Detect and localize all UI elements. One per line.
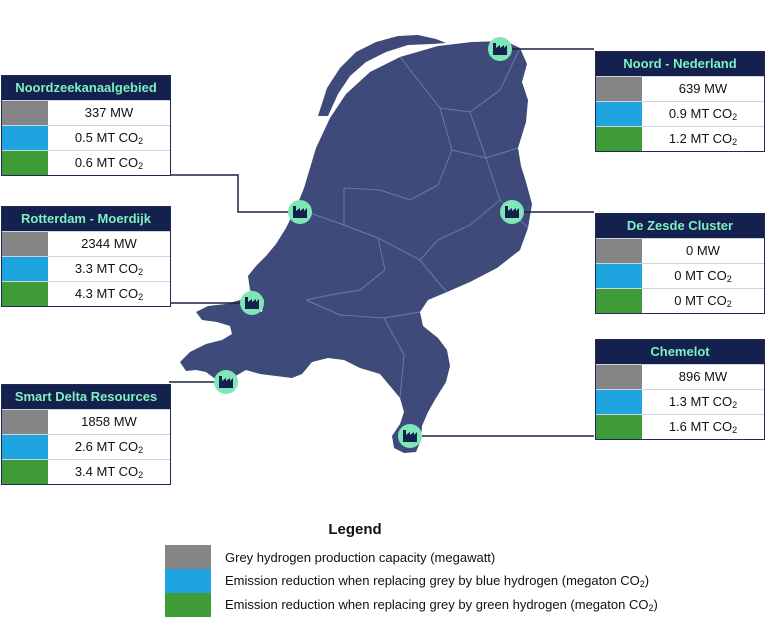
blue-swatch [596,102,642,126]
blue-swatch [2,435,48,459]
grey-capacity-value: 2344 MW [81,236,137,251]
green-reduction-value: 3.4 MT CO2 [74,464,144,480]
factory-icon [288,200,312,224]
cluster-box-chemelot: Chemelot 896 MW 1.3 MT CO2 1.6 MT CO2 [595,339,765,440]
cluster-title: Chemelot [596,340,764,364]
legend-item-green: Emission reduction when replacing grey b… [165,593,658,617]
legend-title: Legend [328,521,382,538]
grey-swatch [596,77,642,101]
wadden-islands [318,35,446,116]
green-swatch [596,289,642,313]
cluster-title: De Zesde Cluster [596,214,764,238]
green-reduction-value: 1.2 MT CO2 [668,131,738,147]
grey-capacity-value: 896 MW [678,369,728,384]
factory-icon [500,200,524,224]
factory-icon [398,424,422,448]
blue-reduction-value: 2.6 MT CO2 [74,439,144,455]
green-swatch [2,151,48,175]
blue-reduction-value: 0 MT CO2 [674,268,732,284]
grey-swatch [596,365,642,389]
green-reduction-value: 0.6 MT CO2 [74,155,144,171]
grey-swatch [596,239,642,263]
grey-capacity-value: 1858 MW [81,414,137,429]
grey-swatch [2,232,48,256]
grey-capacity-value: 639 MW [678,81,728,96]
connector-lines [169,48,594,437]
blue-reduction-value: 1.3 MT CO2 [668,394,738,410]
blue-swatch [2,126,48,150]
cluster-box-noord-nederland: Noord - Nederland 639 MW 0.9 MT CO2 1.2 … [595,51,765,152]
blue-swatch [596,264,642,288]
legend-label-grey: Grey hydrogen production capacity (megaw… [225,549,496,565]
blue-swatch [2,257,48,281]
green-swatch [2,282,48,306]
factory-icon [488,37,512,61]
blue-reduction-value: 3.3 MT CO2 [74,261,144,277]
cluster-title: Smart Delta Resources [2,385,170,409]
cluster-box-smart-delta-resources: Smart Delta Resources 1858 MW 2.6 MT CO2… [1,384,171,485]
green-reduction-value: 4.3 MT CO2 [74,286,144,302]
green-reduction-value: 1.6 MT CO2 [668,419,738,435]
legend-label-green: Emission reduction when replacing grey b… [225,597,658,613]
netherlands-mainland [180,41,532,453]
cluster-box-rotterdam-moerdijk: Rotterdam - Moerdijk 2344 MW 3.3 MT CO2 … [1,206,171,307]
factory-icon [214,370,238,394]
legend-label-blue: Emission reduction when replacing grey b… [225,573,650,589]
legend-item-blue: Emission reduction when replacing grey b… [165,569,649,593]
grey-swatch [2,410,48,434]
green-swatch [2,460,48,484]
grey-capacity-value: 0 MW [686,243,720,258]
cluster-box-de-zesde-cluster: De Zesde Cluster 0 MW 0 MT CO2 0 MT CO2 [595,213,765,314]
blue-swatch [596,390,642,414]
cluster-title: Noordzeekanaalgebied [2,76,170,100]
blue-reduction-value: 0.5 MT CO2 [74,130,144,146]
cluster-title: Noord - Nederland [596,52,764,76]
grey-swatch [165,545,211,569]
blue-reduction-value: 0.9 MT CO2 [668,106,738,122]
cluster-title: Rotterdam - Moerdijk [2,207,170,231]
green-swatch [596,415,642,439]
green-swatch [165,593,211,617]
grey-capacity-value: 337 MW [84,105,134,120]
green-reduction-value: 0 MT CO2 [674,293,732,309]
cluster-box-noordzeekanaalgebied: Noordzeekanaalgebied 337 MW 0.5 MT CO2 0… [1,75,171,176]
legend-item-grey: Grey hydrogen production capacity (megaw… [165,545,495,569]
blue-swatch [165,569,211,593]
grey-swatch [2,101,48,125]
province-borders [295,47,529,399]
factory-icon [240,291,264,315]
green-swatch [596,127,642,151]
